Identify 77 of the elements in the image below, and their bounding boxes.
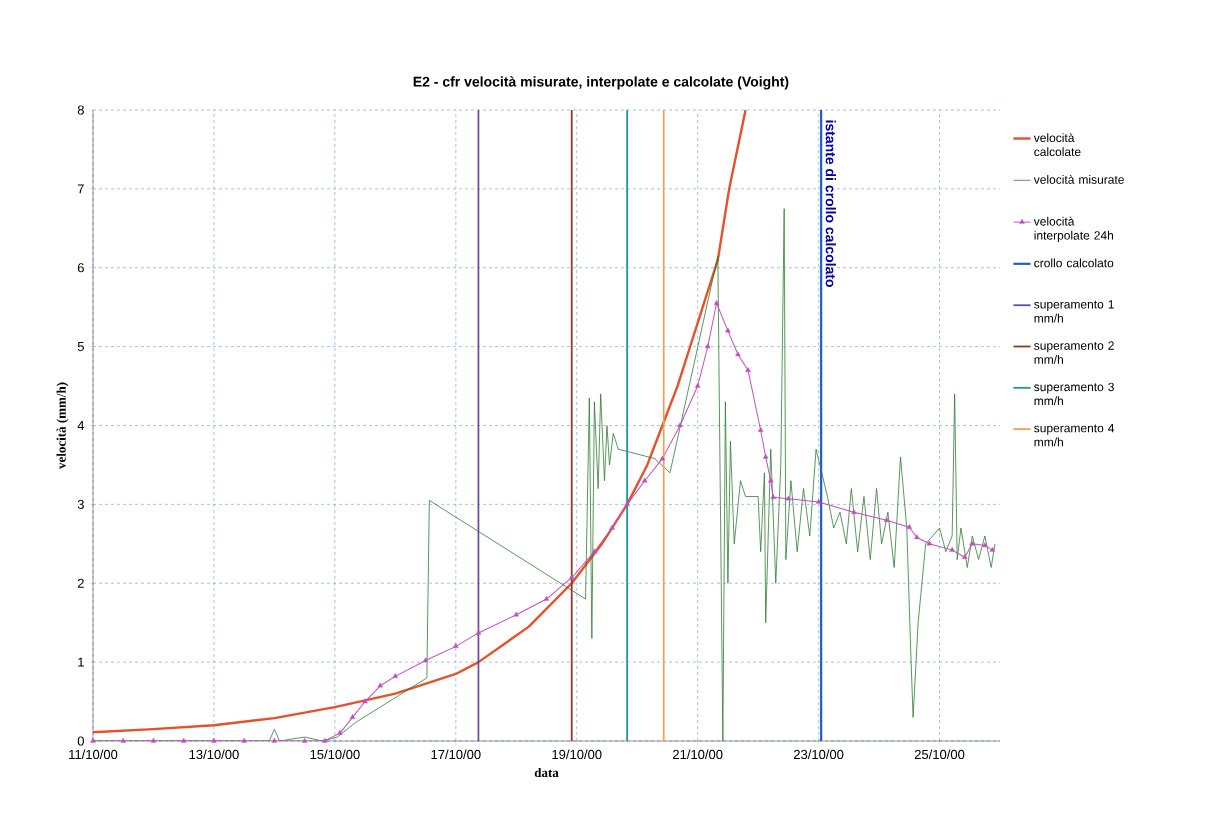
point xyxy=(211,737,217,743)
legend-label: superamento 4 mm/h xyxy=(1034,424,1115,447)
legend-label: velocità calcolate xyxy=(1033,133,1081,157)
point xyxy=(757,427,764,432)
point xyxy=(694,382,701,388)
point xyxy=(767,477,774,483)
legend-label: velocità interpolate 24h xyxy=(1033,216,1114,243)
point xyxy=(377,682,383,688)
point xyxy=(337,729,343,735)
point xyxy=(949,546,955,552)
point xyxy=(120,737,126,743)
point xyxy=(513,611,520,617)
point xyxy=(989,546,996,552)
point xyxy=(961,554,968,559)
point xyxy=(543,595,550,601)
y-tick-label: 7 xyxy=(77,184,84,194)
legend-label: crollo calcolato xyxy=(1034,258,1114,268)
point xyxy=(591,548,598,554)
x-tick-label: 13/10/00 xyxy=(189,749,239,760)
y-tick-label: 1 xyxy=(78,657,84,667)
point xyxy=(713,300,720,305)
point xyxy=(745,367,751,372)
x-tick-label: 11/10/00 xyxy=(69,749,118,760)
point xyxy=(475,629,482,635)
y-tick-label: 0 xyxy=(77,736,84,746)
y-tick-label: 2 xyxy=(77,578,84,588)
point xyxy=(770,494,777,499)
point xyxy=(785,495,792,501)
point xyxy=(659,455,666,461)
legend-label: velocità misurate xyxy=(1033,174,1124,184)
point xyxy=(609,524,615,530)
point xyxy=(568,574,575,580)
point xyxy=(982,542,988,548)
point xyxy=(392,673,399,678)
y-tick-label: 8 xyxy=(77,105,84,115)
chart-title: E2 - cfr velocità misurate, interpolate e calcolate (Voight) xyxy=(413,76,789,90)
x-tick-label: 15/10/00 xyxy=(310,749,360,760)
point xyxy=(906,524,913,529)
point xyxy=(90,737,96,743)
x-tick-label: 25/10/00 xyxy=(914,749,965,760)
point xyxy=(914,534,920,540)
point xyxy=(642,477,648,483)
point xyxy=(362,698,368,704)
point xyxy=(180,737,187,743)
x-tick-label: 21/10/00 xyxy=(673,749,723,760)
y-tick-label: 3 xyxy=(77,499,84,509)
y-tick-label: 6 xyxy=(77,263,84,273)
point xyxy=(851,509,857,514)
point xyxy=(926,540,933,546)
annotation: istante di crollo calcolato xyxy=(825,120,836,288)
legend-label: superamento 3 mm/h xyxy=(1034,382,1114,406)
point xyxy=(677,422,683,428)
point xyxy=(725,327,731,333)
y-axis-title: velocità (mm/h) xyxy=(56,382,69,469)
point xyxy=(762,453,769,459)
point xyxy=(322,737,328,743)
x-axis-title: data xyxy=(534,767,559,778)
point xyxy=(624,501,630,507)
x-tick-label: 23/10/00 xyxy=(793,749,844,760)
legend-label: superamento 1 mm/h xyxy=(1034,300,1114,323)
x-tick-label: 19/10/00 xyxy=(552,749,602,760)
x-tick-label: 17/10/00 xyxy=(431,749,481,760)
point xyxy=(969,540,976,546)
legend-label: superamento 2 mm/h xyxy=(1034,341,1114,364)
y-tick-label: 4 xyxy=(77,421,85,430)
point xyxy=(301,737,308,743)
point xyxy=(241,737,247,743)
point xyxy=(705,343,711,349)
point xyxy=(349,714,356,719)
point xyxy=(735,351,741,357)
point xyxy=(422,657,429,663)
y-tick-label: 5 xyxy=(77,342,84,352)
point xyxy=(271,737,278,743)
point xyxy=(150,737,157,743)
point xyxy=(883,517,890,522)
point xyxy=(453,643,459,648)
point xyxy=(815,498,822,504)
